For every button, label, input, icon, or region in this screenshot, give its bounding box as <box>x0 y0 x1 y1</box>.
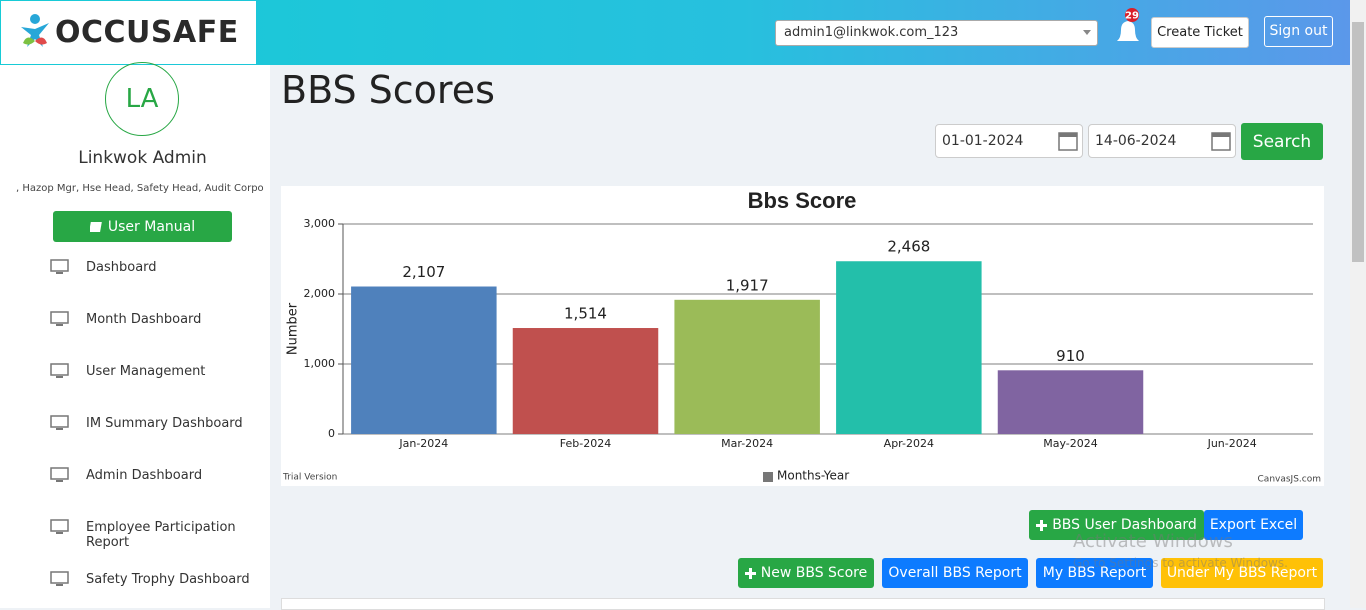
search-button[interactable]: Search <box>1241 123 1323 160</box>
button-text: BBS User Dashboard <box>1052 517 1197 533</box>
table-panel <box>281 598 1325 610</box>
chart-title: Bbs Score <box>748 188 857 213</box>
y-tick-label: 3,000 <box>304 217 336 230</box>
page-title: BBS Scores <box>281 68 495 112</box>
user-select[interactable]: admin1@linkwok.com_123 <box>775 20 1098 46</box>
y-axis-label: Number <box>286 302 301 355</box>
date-from[interactable]: 01-01-2024 <box>935 124 1083 158</box>
menu-item[interactable]: User Management <box>86 364 206 379</box>
user-select-text: admin1@linkwok.com_123 <box>784 25 959 40</box>
overall-bbs-report[interactable]: Overall BBS Report <box>882 558 1028 588</box>
sidebar: LA Linkwok Admin , Hazop Mgr, Hse Head, … <box>0 62 270 608</box>
sign-out[interactable]: Sign out <box>1264 16 1333 47</box>
plus-icon <box>1036 519 1048 531</box>
x-tick-label: Jan-2024 <box>398 437 448 450</box>
os-overlay-subtitle: Go to Settings to activate Windows. <box>1073 556 1288 570</box>
data-label: 2,468 <box>887 238 930 256</box>
button-text: New BBS Score <box>760 565 868 581</box>
bar <box>836 261 982 434</box>
y-tick-label: 0 <box>328 427 335 440</box>
menu-icon <box>50 415 69 430</box>
menu-icon <box>50 467 69 482</box>
date-to-text: 14-06-2024 <box>1095 133 1177 149</box>
user-name: Linkwok Admin <box>78 148 207 168</box>
header: OCCUSAFE admin1@linkwok.com_123 29 Creat… <box>0 0 1350 65</box>
watermark: Trial Version <box>282 473 337 483</box>
y-tick-label: 2,000 <box>304 287 336 300</box>
menu-item[interactable]: Employee Participation Report <box>86 520 236 550</box>
x-tick-label: Apr-2024 <box>884 437 934 450</box>
user-manual-text: User Manual <box>107 218 196 235</box>
scrollbar[interactable] <box>1350 0 1366 608</box>
user-roles: , Hazop Mgr, Hse Head, Safety Head, Audi… <box>16 183 264 194</box>
menu-icon <box>50 311 69 326</box>
data-label: 1,514 <box>564 305 607 323</box>
book-icon <box>89 221 102 232</box>
bell[interactable]: 29 <box>1112 8 1144 48</box>
scrollbar-thumb[interactable] <box>1352 22 1364 262</box>
dropdown-arrow <box>1083 30 1091 35</box>
calendar-icon <box>1058 132 1078 151</box>
bar <box>512 328 659 434</box>
date-from-text: 01-01-2024 <box>942 133 1024 149</box>
menu-icon <box>50 363 69 378</box>
calendar-icon <box>1211 132 1231 151</box>
x-tick-label: Feb-2024 <box>560 437 611 450</box>
export-excel[interactable]: Export Excel <box>1204 510 1303 540</box>
menu-icon <box>50 571 69 586</box>
data-label: 2,107 <box>402 263 445 281</box>
create-ticket[interactable]: Create Ticket <box>1151 17 1249 48</box>
menu-icon <box>50 519 69 534</box>
under-my-bbs-report[interactable]: Under My BBS Report <box>1161 558 1323 588</box>
plus-icon <box>744 567 756 579</box>
y-tick-label: 1,000 <box>304 357 336 370</box>
bar <box>997 370 1144 434</box>
credit: CanvasJS.com <box>1258 475 1321 485</box>
menu-item[interactable]: Admin Dashboard <box>86 468 203 483</box>
os-overlay-title: Activate Windows <box>1073 531 1233 552</box>
bbs-user-dashboard[interactable]: BBS User Dashboard <box>1029 510 1204 540</box>
menu-item[interactable]: Dashboard <box>86 260 157 275</box>
menu-item[interactable]: Month Dashboard <box>86 312 202 327</box>
logo-icon <box>21 14 49 47</box>
my-bbs-report[interactable]: My BBS Report <box>1036 558 1153 588</box>
bar <box>674 299 820 434</box>
x-tick-label: Jun-2024 <box>1207 437 1257 450</box>
logo[interactable]: OCCUSAFE <box>1 1 256 64</box>
x-tick-label: May-2024 <box>1043 437 1098 450</box>
legend-text[interactable]: Months-Year <box>777 469 849 483</box>
data-label: 910 <box>1056 347 1085 365</box>
x-tick-label: Mar-2024 <box>721 437 773 450</box>
bar <box>351 286 497 434</box>
legend-marker <box>763 472 773 482</box>
menu-icon <box>50 259 69 274</box>
date-to[interactable]: 14-06-2024 <box>1088 124 1236 158</box>
avatar: LA <box>105 62 179 136</box>
user-manual[interactable]: User Manual <box>53 211 232 242</box>
chart: Bbs Score Number Trial Version CanvasJS.… <box>281 186 1324 486</box>
menu-item[interactable]: IM Summary Dashboard <box>86 416 243 431</box>
data-label: 1,917 <box>726 276 769 294</box>
new-bbs-score[interactable]: New BBS Score <box>738 558 874 588</box>
logo-text: OCCUSAFE <box>55 15 239 50</box>
menu-item[interactable]: Safety Trophy Dashboard <box>86 572 250 587</box>
notification-count: 29 <box>1125 11 1139 22</box>
